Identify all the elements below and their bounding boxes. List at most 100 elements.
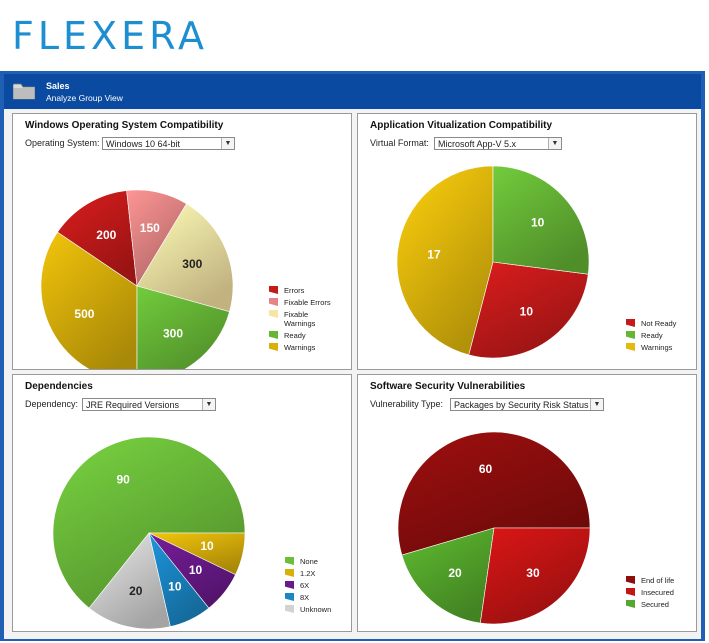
legend-swatch	[626, 319, 635, 327]
legend-item: Fixable Warnings	[269, 310, 336, 328]
os-compatibility-panel: Windows Operating System Compatibility O…	[12, 113, 352, 370]
legend-label: Ready	[284, 331, 306, 340]
security-vulnerabilities-pie-chart: 60 20 30	[397, 431, 591, 625]
panel-title: Windows Operating System Compatibility	[25, 120, 224, 131]
legend-swatch	[269, 331, 278, 339]
dependencies-pie-chart: 90 20 10 10 10	[52, 436, 246, 630]
group-header: Sales Analyze Group View	[4, 74, 701, 109]
dashboard-content: Windows Operating System Compatibility O…	[4, 109, 701, 639]
chart-legend: Not Ready Ready Warnings	[626, 319, 693, 355]
pie-slice-warnings[interactable]	[396, 165, 494, 356]
legend-swatch	[285, 605, 294, 613]
legend-label: End of life	[641, 576, 675, 585]
data-label: 90	[116, 472, 130, 486]
data-label: 10	[520, 304, 534, 318]
select-value: JRE Required Versions	[86, 400, 180, 410]
legend-label: Fixable Warnings	[284, 310, 316, 328]
legend-label: None	[300, 557, 318, 566]
legend-swatch	[269, 343, 278, 351]
os-compatibility-pie-chart: 500 200 150 300 300	[40, 189, 234, 369]
data-label: 10	[200, 539, 214, 553]
legend-item: Not Ready	[626, 319, 693, 328]
legend-item: 8X	[285, 593, 351, 602]
operating-system-select[interactable]: Windows 10 64-bit ▼	[102, 137, 235, 150]
legend-item: 1.2X	[285, 569, 351, 578]
chart-legend: End of life Insecured Secured	[626, 576, 693, 612]
pie-slice-not-ready[interactable]	[468, 261, 589, 359]
legend-item: Unknown	[285, 605, 351, 614]
pie-slice-end-of-life[interactable]	[397, 431, 591, 556]
pie-slice-warnings[interactable]	[40, 231, 138, 369]
legend-swatch	[285, 593, 294, 601]
legend-item: Secured	[626, 600, 693, 609]
data-label: 200	[96, 228, 116, 242]
selector-label: Operating System:	[25, 138, 100, 148]
data-label: 20	[448, 566, 462, 580]
legend-label: Warnings	[284, 343, 316, 352]
legend-swatch	[626, 331, 635, 339]
legend-item: None	[285, 557, 351, 566]
select-value: Windows 10 64-bit	[106, 139, 181, 149]
group-subtitle: Analyze Group View	[46, 93, 123, 103]
pie-slice-1-2x[interactable]	[148, 532, 246, 576]
pie-slice-errors[interactable]	[57, 190, 138, 287]
legend-item: End of life	[626, 576, 693, 585]
legend-swatch	[285, 569, 294, 577]
legend-item: 6X	[285, 581, 351, 590]
legend-item: Insecured	[626, 588, 693, 597]
pie-slice-none[interactable]	[52, 436, 246, 609]
legend-label: Not Ready	[641, 319, 677, 328]
legend-label: Errors	[284, 286, 305, 295]
pie-slice-insecured[interactable]	[479, 527, 591, 625]
pie-slice-secured[interactable]	[401, 527, 495, 624]
legend-swatch	[269, 286, 278, 294]
data-label: 10	[531, 216, 545, 230]
pie-slice-ready[interactable]	[492, 165, 590, 275]
legend-swatch	[285, 581, 294, 589]
legend-label: Insecured	[641, 588, 674, 597]
dependencies-panel: Dependencies Dependency: JRE Required Ve…	[12, 374, 352, 632]
chevron-down-icon[interactable]: ▼	[590, 399, 603, 410]
data-label: 17	[427, 247, 441, 261]
legend-label: Unknown	[300, 605, 332, 614]
panel-title: Software Security Vulnerabilities	[370, 381, 526, 392]
panel-title: Application Vitualization Compatibility	[370, 120, 553, 131]
legend-swatch	[269, 310, 278, 318]
selector-label: Dependency:	[25, 399, 79, 409]
dependency-select[interactable]: JRE Required Versions ▼	[82, 398, 216, 411]
chevron-down-icon[interactable]: ▼	[548, 138, 561, 149]
panel-title: Dependencies	[25, 381, 93, 392]
legend-swatch	[626, 600, 635, 608]
legend-item: Errors	[269, 286, 336, 295]
data-label: 60	[479, 462, 493, 476]
vulnerability-type-select[interactable]: Packages by Security Risk Status ▼	[450, 398, 604, 411]
legend-swatch	[269, 298, 278, 306]
app-virtualization-panel: Application Vitualization Compatibility …	[357, 113, 697, 370]
legend-label: Secured	[641, 600, 669, 609]
select-value: Packages by Security Risk Status	[454, 400, 589, 410]
legend-item: Ready	[269, 331, 336, 340]
group-title: Sales	[46, 81, 70, 91]
chevron-down-icon[interactable]: ▼	[202, 399, 215, 410]
data-label: 150	[140, 221, 160, 235]
pie-slice-ready[interactable]	[136, 285, 230, 369]
chevron-down-icon[interactable]: ▼	[221, 138, 234, 149]
data-label: 30	[526, 566, 540, 580]
legend-label: Ready	[641, 331, 663, 340]
legend-label: 6X	[300, 581, 310, 590]
data-label: 500	[74, 307, 94, 321]
flexera-logo: FLEXERA	[12, 14, 208, 56]
legend-item: Ready	[626, 331, 693, 340]
data-label: 10	[189, 563, 203, 577]
legend-label: 1.2X	[300, 569, 316, 578]
legend-item: Warnings	[626, 343, 693, 352]
logo-text: FLEXERA	[12, 14, 208, 56]
legend-swatch	[285, 557, 294, 565]
legend-label: Fixable Errors	[284, 298, 331, 307]
pie-slice-fixable-warnings[interactable]	[136, 203, 234, 313]
folder-icon	[13, 83, 35, 100]
app-virtualization-pie-chart: 17 10 10	[396, 165, 590, 359]
virtual-format-select[interactable]: Microsoft App-V 5.x ▼	[434, 137, 562, 150]
legend-swatch	[626, 343, 635, 351]
pie-slice-unknown[interactable]	[88, 532, 171, 630]
